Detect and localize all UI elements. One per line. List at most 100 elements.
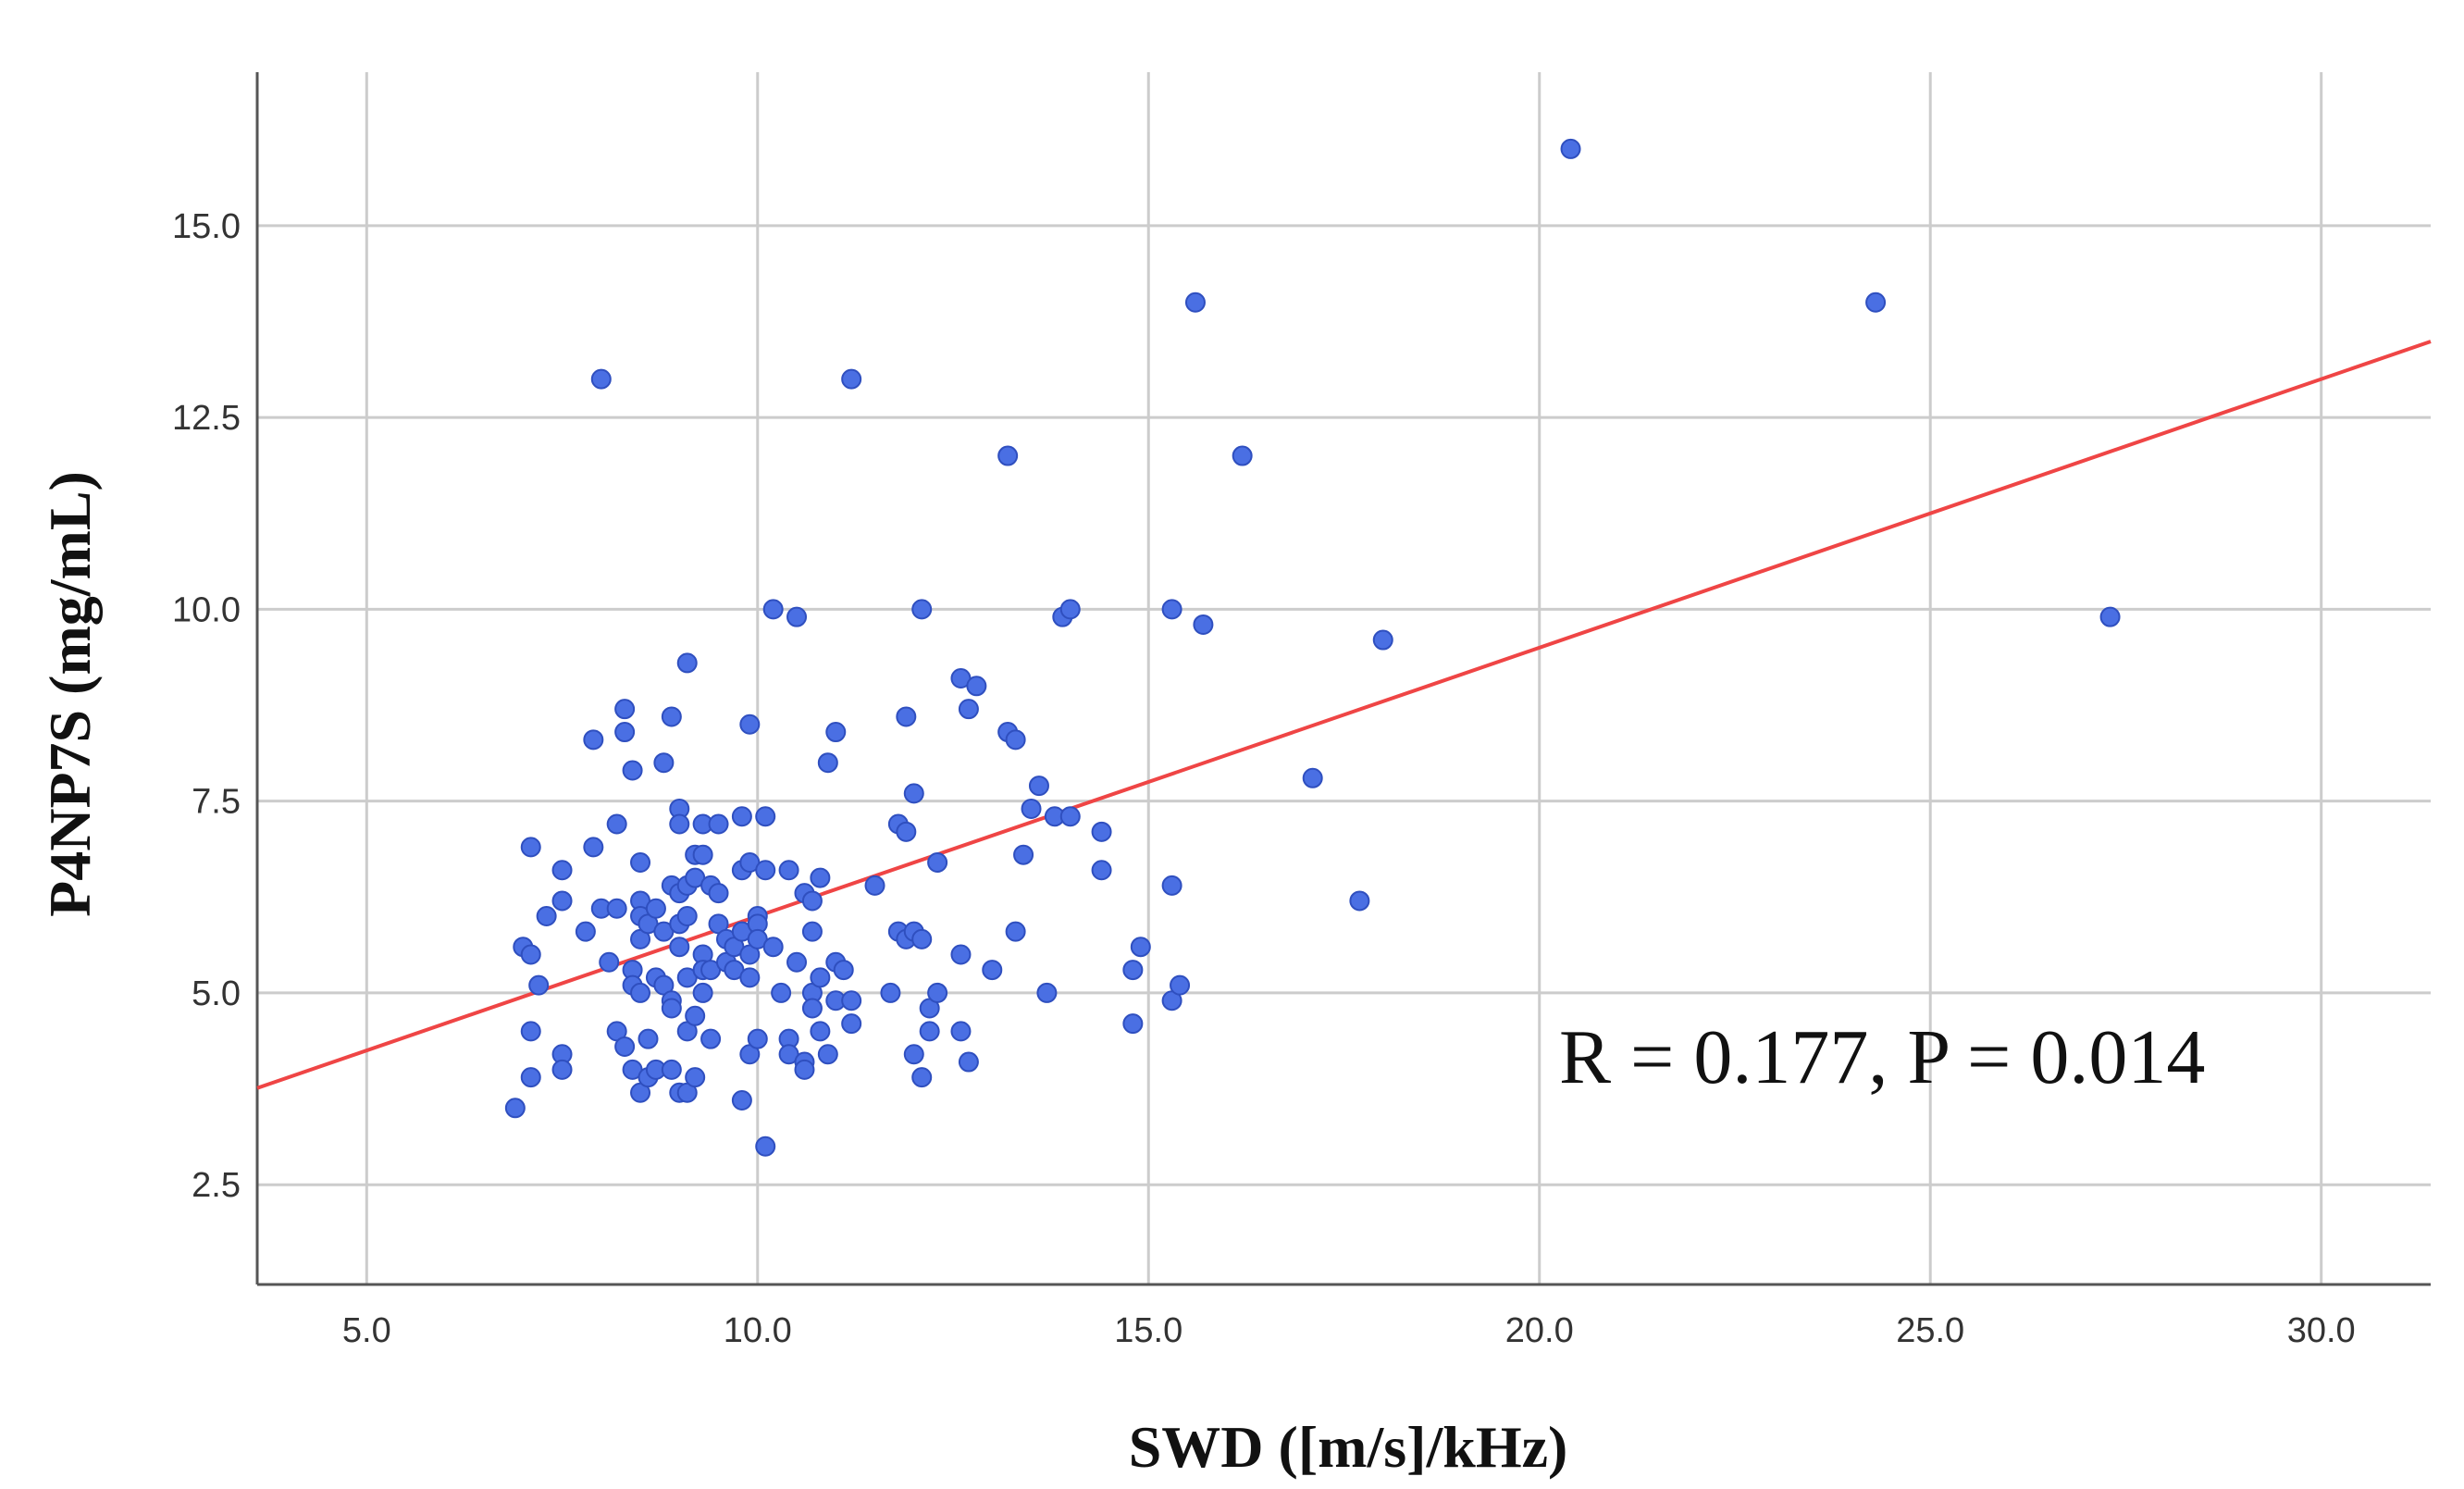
scatter-point (1059, 806, 1081, 827)
scatter-point (1302, 767, 1323, 788)
x-tick-label: 25.0 (1896, 1311, 1964, 1350)
correlation-annotation: R = 0.177, P = 0.014 (1559, 1014, 2205, 1100)
scatter-point (810, 1021, 831, 1042)
scatter-point (919, 1021, 940, 1042)
scatter-point (520, 1021, 541, 1042)
scatter-point (676, 652, 698, 674)
y-tick-label: 15.0 (172, 207, 241, 246)
scatter-point (982, 960, 1003, 981)
scatter-point (731, 1090, 752, 1111)
scatter-point (841, 1013, 862, 1035)
scatter-point (1005, 921, 1026, 942)
scatter-point (958, 699, 979, 720)
x-tick-label: 10.0 (724, 1311, 792, 1350)
scatter-point (630, 851, 651, 873)
scatter-point (927, 851, 948, 873)
x-tick-label: 15.0 (1114, 1311, 1182, 1350)
scatter-point (801, 921, 823, 942)
scatter-point (575, 921, 596, 942)
scatter-point (794, 1059, 815, 1080)
scatter-point (551, 1059, 573, 1080)
y-tick-label: 10.0 (172, 590, 241, 629)
scatter-point (1349, 890, 1370, 912)
scatter-point (638, 1028, 659, 1049)
scatter-point (1170, 974, 1191, 996)
scatter-point (864, 875, 885, 896)
scatter-point (669, 937, 690, 958)
scatter-point (731, 806, 752, 827)
scatter-point (1560, 138, 1581, 159)
scatter-point (880, 982, 901, 1003)
scatter-point (661, 998, 682, 1019)
scatter-point (661, 706, 682, 727)
scatter-point (2099, 606, 2121, 627)
scatter-point (1091, 821, 1112, 842)
scatter-point (520, 837, 541, 858)
scatter-point (614, 1036, 636, 1057)
x-tick-label: 20.0 (1505, 1311, 1574, 1350)
scatter-point (520, 1067, 541, 1088)
axes (255, 72, 2431, 1286)
y-axis-title: P4NP7S (mg/mL) (37, 471, 103, 917)
fit-line-group (256, 340, 2432, 1090)
scatter-point (528, 974, 550, 996)
scatter-point (661, 1059, 682, 1080)
scatter-point (614, 722, 636, 743)
y-tick-label: 7.5 (192, 783, 241, 822)
scatter-point (1005, 729, 1026, 751)
scatter-point (771, 982, 792, 1003)
scatter-point (739, 967, 761, 988)
scatter-point (606, 813, 627, 835)
scatter-point (786, 951, 808, 973)
scatter-point (903, 1044, 924, 1065)
scatter-point (676, 906, 698, 927)
scatter-point (583, 837, 604, 858)
x-tick-label: 30.0 (2287, 1311, 2356, 1350)
scatter-point (786, 606, 808, 627)
data-points (504, 138, 2121, 1157)
scatter-point (630, 982, 651, 1003)
scatter-point (606, 898, 627, 919)
scatter-point (1232, 445, 1253, 466)
scatter-point (685, 1067, 706, 1088)
scatter-point (896, 706, 917, 727)
scatter-point (801, 998, 823, 1019)
scatter-point (1161, 875, 1182, 896)
scatter-point (653, 752, 675, 774)
scatter-point (747, 1028, 768, 1049)
scatter-point (833, 960, 854, 981)
scatter-point (700, 1028, 722, 1049)
tick-labels: 5.0 10.0 15.0 20.0 25.0 30.0 2.5 5.0 7.5 10.0 12.5… (172, 207, 2356, 1350)
scatter-point (692, 982, 713, 1003)
scatter-point (708, 813, 729, 835)
scatter-point (1865, 292, 1887, 313)
scatter-point (1059, 599, 1081, 620)
scatter-point (1013, 844, 1034, 865)
scatter-point (755, 806, 776, 827)
scatter-point (1021, 798, 1042, 819)
y-tick-label: 5.0 (192, 974, 241, 1013)
scatter-point (1193, 614, 1214, 635)
scatter-point (708, 883, 729, 904)
regression-line (256, 340, 2432, 1090)
scatter-point (755, 1135, 776, 1157)
scatter-point (739, 713, 761, 735)
scatter-point (645, 898, 666, 919)
scatter-point (778, 860, 799, 881)
scatter-point (911, 599, 933, 620)
scatter-point (1130, 937, 1151, 958)
scatter-point (551, 890, 573, 912)
scatter-point (1091, 860, 1112, 881)
scatter-point (927, 982, 948, 1003)
scatter-point (911, 928, 933, 949)
scatter-point (903, 783, 924, 804)
scatter-point (911, 1067, 933, 1088)
scatter-point (551, 860, 573, 881)
scatter-point (1036, 982, 1058, 1003)
scatter-point (614, 699, 636, 720)
scatter-point (622, 760, 643, 781)
scatter-point (810, 967, 831, 988)
scatter-point (599, 951, 620, 973)
scatter-point (583, 729, 604, 751)
